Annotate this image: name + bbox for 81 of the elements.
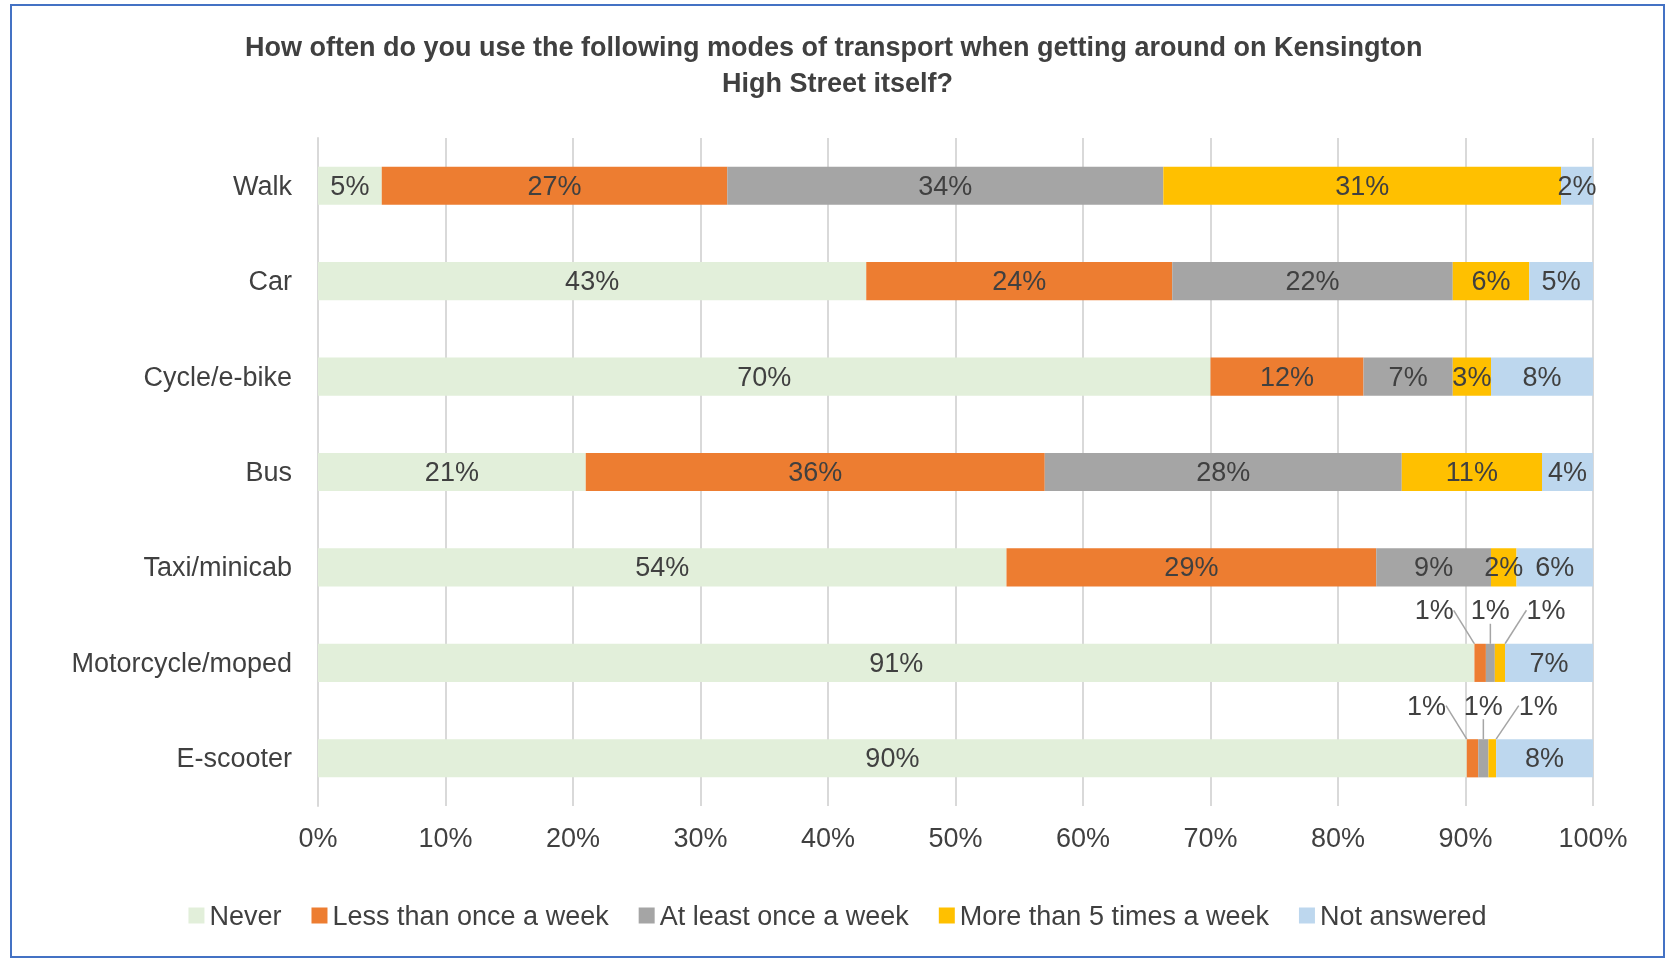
legend-label: Not answered xyxy=(1319,900,1487,931)
x-tick-label: 10% xyxy=(418,822,473,853)
x-tick-label: 30% xyxy=(673,822,728,853)
data-label: 9% xyxy=(1414,552,1454,583)
bar xyxy=(1474,643,1486,682)
x-tick-label: 80% xyxy=(1310,822,1366,853)
data-label: 8% xyxy=(1525,743,1565,774)
x-tick-label: 100% xyxy=(1558,822,1628,853)
bar xyxy=(318,643,1475,682)
bar xyxy=(1006,548,1377,587)
y-tick-label: Car xyxy=(248,266,292,297)
bar xyxy=(1491,357,1593,396)
y-tick-label: Walk xyxy=(233,170,293,201)
y-tick-label: E-scooter xyxy=(176,743,292,774)
data-label: 1% xyxy=(1463,690,1503,721)
data-label: 5% xyxy=(1541,266,1581,297)
data-label: 12% xyxy=(1259,361,1315,392)
data-label: 91% xyxy=(869,647,924,678)
bar xyxy=(1401,452,1542,492)
bar xyxy=(1210,357,1364,396)
x-tick-label: 20% xyxy=(545,822,601,853)
y-tick-label: Taxi/minicab xyxy=(143,552,292,583)
bar xyxy=(318,739,1467,778)
data-label: 21% xyxy=(424,457,479,487)
data-label: 4% xyxy=(1547,457,1588,487)
data-label: 1% xyxy=(1414,595,1454,626)
bar xyxy=(381,166,728,205)
bar xyxy=(1363,357,1453,396)
legend-label: Less than once a week xyxy=(332,900,610,931)
data-label: 1% xyxy=(1470,595,1510,626)
x-tick-label: 90% xyxy=(1438,822,1493,853)
data-label: 6% xyxy=(1471,266,1511,297)
bar xyxy=(318,452,586,492)
chart-title: How often do you use the following modes of transport when getting around on Kensington High Street itself? xyxy=(245,32,1430,98)
data-label: 6% xyxy=(1535,552,1575,583)
data-label: 5% xyxy=(330,170,370,201)
data-label: 1% xyxy=(1407,690,1447,721)
bar xyxy=(1466,739,1479,778)
legend-label: Never xyxy=(209,900,282,931)
legend-label: More than 5 times a week xyxy=(959,900,1270,931)
data-label: 7% xyxy=(1529,647,1569,678)
bar xyxy=(318,262,867,301)
data-label: 43% xyxy=(565,266,620,297)
data-label: 7% xyxy=(1388,361,1428,392)
bar xyxy=(727,166,1164,205)
data-label: 90% xyxy=(865,743,920,774)
y-tick-label: Bus xyxy=(245,457,292,487)
bar xyxy=(318,357,1211,396)
bar xyxy=(1172,262,1453,301)
y-tick-label: Cycle/e-bike xyxy=(143,361,292,392)
data-label: 27% xyxy=(527,170,582,201)
bar xyxy=(1494,643,1506,682)
legend-label: At least once a week xyxy=(659,900,910,931)
bar xyxy=(1505,643,1593,682)
bar xyxy=(585,452,1045,492)
x-tick-label: 50% xyxy=(928,822,983,853)
data-label: 29% xyxy=(1164,552,1219,583)
data-label: 36% xyxy=(788,457,843,487)
data-label: 54% xyxy=(635,552,690,583)
data-label: 8% xyxy=(1522,361,1562,392)
bar xyxy=(1488,739,1497,778)
data-label: 28% xyxy=(1196,457,1251,487)
data-label: 31% xyxy=(1335,170,1390,201)
data-label: 24% xyxy=(992,266,1047,297)
bar xyxy=(1496,739,1593,778)
x-tick-label: 70% xyxy=(1183,822,1238,853)
data-label: 70% xyxy=(737,361,792,392)
data-label: 11% xyxy=(1445,457,1498,487)
x-tick-label: 60% xyxy=(1055,822,1111,853)
bar xyxy=(1044,452,1402,492)
y-tick-label: Motorcycle/moped xyxy=(71,647,292,678)
data-label: 1% xyxy=(1518,690,1558,721)
bar xyxy=(1452,262,1530,301)
x-tick-label: 0% xyxy=(298,822,338,853)
data-label: 3% xyxy=(1452,361,1492,392)
data-label: 1% xyxy=(1526,595,1566,626)
x-tick-label: 40% xyxy=(800,822,856,853)
data-label: 22% xyxy=(1285,266,1340,297)
bar xyxy=(318,548,1007,587)
data-label: 34% xyxy=(918,170,973,201)
bar xyxy=(866,262,1173,301)
